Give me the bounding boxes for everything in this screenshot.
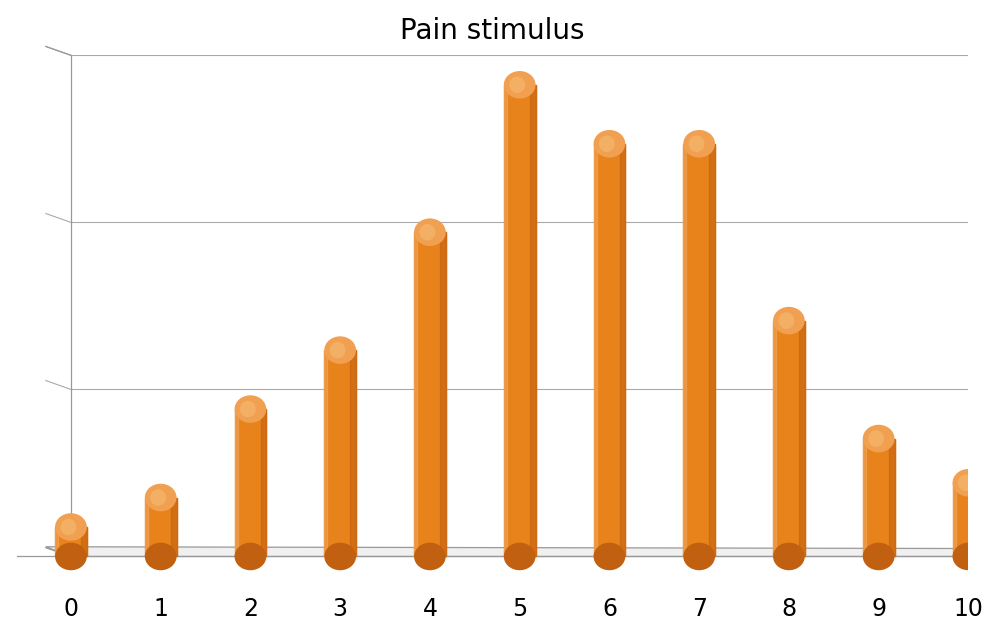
Ellipse shape bbox=[235, 396, 266, 423]
Polygon shape bbox=[46, 547, 968, 556]
Bar bbox=[235, 409, 266, 556]
Bar bbox=[953, 483, 956, 556]
Ellipse shape bbox=[594, 130, 625, 158]
Bar bbox=[709, 144, 715, 556]
Bar bbox=[324, 350, 356, 556]
Bar bbox=[683, 144, 686, 556]
Ellipse shape bbox=[594, 543, 625, 570]
Ellipse shape bbox=[683, 130, 715, 158]
Bar bbox=[261, 409, 266, 556]
Ellipse shape bbox=[240, 401, 256, 417]
Ellipse shape bbox=[235, 543, 266, 570]
Bar bbox=[530, 85, 536, 556]
Ellipse shape bbox=[773, 543, 805, 570]
Title: Pain stimulus: Pain stimulus bbox=[400, 17, 585, 45]
Ellipse shape bbox=[414, 218, 446, 246]
Bar bbox=[863, 438, 895, 556]
Bar bbox=[863, 438, 866, 556]
Bar bbox=[504, 85, 507, 556]
Ellipse shape bbox=[504, 71, 536, 99]
Ellipse shape bbox=[504, 543, 536, 570]
Ellipse shape bbox=[324, 336, 356, 364]
Ellipse shape bbox=[953, 543, 984, 570]
Bar bbox=[145, 498, 148, 556]
Bar bbox=[979, 483, 984, 556]
Bar bbox=[683, 144, 715, 556]
Ellipse shape bbox=[689, 135, 705, 152]
Ellipse shape bbox=[953, 469, 984, 496]
Ellipse shape bbox=[868, 430, 884, 447]
Bar bbox=[414, 232, 417, 556]
Bar bbox=[504, 85, 536, 556]
Ellipse shape bbox=[414, 543, 446, 570]
Ellipse shape bbox=[509, 77, 525, 93]
Bar bbox=[350, 350, 356, 556]
Ellipse shape bbox=[958, 475, 974, 491]
Ellipse shape bbox=[599, 135, 615, 152]
Bar bbox=[440, 232, 446, 556]
Bar bbox=[953, 483, 984, 556]
Bar bbox=[171, 498, 177, 556]
Ellipse shape bbox=[55, 543, 87, 570]
Ellipse shape bbox=[419, 224, 435, 241]
Ellipse shape bbox=[145, 543, 177, 570]
Ellipse shape bbox=[863, 425, 895, 452]
Ellipse shape bbox=[330, 342, 346, 359]
Bar bbox=[594, 144, 597, 556]
Bar bbox=[81, 527, 87, 556]
Ellipse shape bbox=[683, 543, 715, 570]
Ellipse shape bbox=[150, 489, 166, 506]
Bar bbox=[799, 321, 805, 556]
Bar bbox=[620, 144, 625, 556]
Bar bbox=[773, 321, 805, 556]
Bar bbox=[55, 527, 87, 556]
Ellipse shape bbox=[778, 313, 794, 329]
Bar bbox=[889, 438, 895, 556]
Ellipse shape bbox=[324, 543, 356, 570]
Bar bbox=[235, 409, 238, 556]
Bar bbox=[594, 144, 625, 556]
Ellipse shape bbox=[863, 543, 895, 570]
Bar bbox=[55, 527, 58, 556]
Bar bbox=[773, 321, 776, 556]
Ellipse shape bbox=[60, 519, 76, 535]
Ellipse shape bbox=[145, 484, 177, 511]
Bar bbox=[324, 350, 327, 556]
Ellipse shape bbox=[55, 513, 87, 541]
Bar bbox=[145, 498, 177, 556]
Bar bbox=[414, 232, 446, 556]
Ellipse shape bbox=[773, 307, 805, 334]
